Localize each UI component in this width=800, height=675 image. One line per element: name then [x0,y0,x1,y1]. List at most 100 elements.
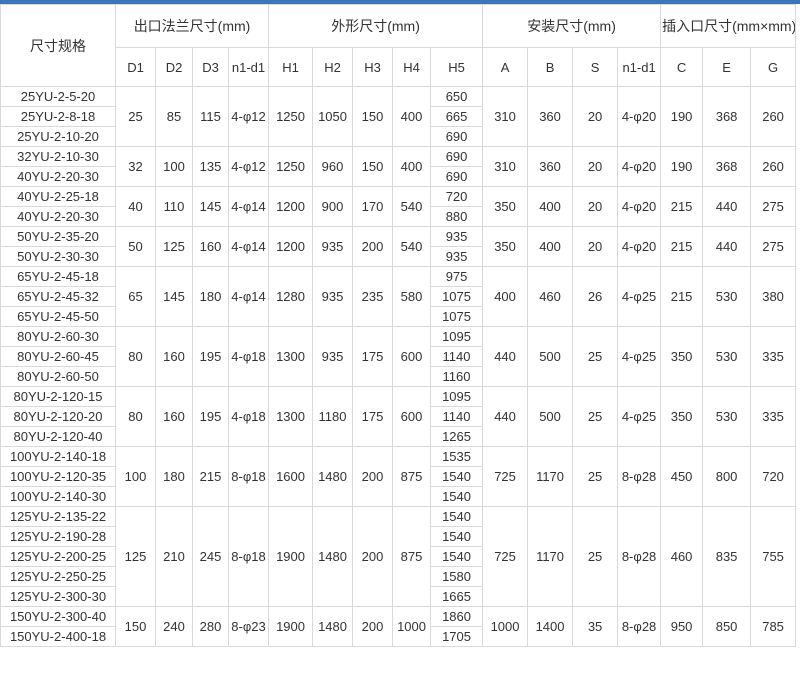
value-cell: 175 [352,326,394,387]
value-cell: 8-φ28 [617,446,662,507]
spec-cell: 150YU-2-400-18 [0,626,116,647]
value-cell: 135 [192,146,229,187]
value-cell: 875 [392,446,432,507]
value-cell: 20 [572,226,619,267]
column-header: A [482,47,529,87]
value-cell: 8-φ23 [227,606,270,647]
table-row: 125YU-2-250-25 1580 [0,566,796,587]
value-cell: 215 [660,226,704,267]
value-cell: 400 [482,266,529,327]
spec-cell: 25YU-2-5-20 [0,86,116,107]
value-cell: 170 [352,186,394,227]
value-cell: 150 [352,146,394,187]
value-cell: 150 [115,606,156,647]
spec-cell: 65YU-2-45-18 [0,266,116,287]
h5-value-cell: 935 [430,226,484,247]
value-cell: 4-φ25 [617,266,662,327]
h5-value-cell: 1540 [430,526,484,547]
spec-cell: 80YU-2-60-30 [0,326,116,347]
value-cell: 1170 [527,506,574,607]
column-group-header: 外形尺寸(mm) [268,4,484,48]
value-cell: 440 [702,226,752,267]
column-header: n1-d1 [227,47,270,87]
h5-value-cell: 1540 [430,486,484,507]
value-cell: 200 [352,606,394,647]
value-cell: 8-φ28 [617,506,662,607]
value-cell: 835 [702,506,752,607]
value-cell: 1480 [312,446,354,507]
h5-value-cell: 650 [430,86,484,107]
table-row: 25YU-2-5-20 25 85 115 4-φ12 1250 1050 150 400 650… [0,86,797,147]
value-cell: 720 [750,446,797,507]
value-cell: 260 [750,86,797,147]
value-cell: 1480 [312,506,354,607]
value-cell: 1280 [268,266,314,327]
h5-value-cell: 1140 [430,346,484,367]
value-cell: 540 [392,186,432,227]
value-cell: 1600 [268,446,314,507]
value-cell: 1900 [268,506,314,607]
value-cell: 195 [192,386,229,447]
table-row: 32YU-2-10-30 32 100 135 4-φ12 1250 960 150 400 69… [0,146,797,187]
spec-cell: 32YU-2-10-30 [0,146,116,167]
spec-cell: 65YU-2-45-32 [0,286,116,307]
value-cell: 4-φ18 [227,386,270,447]
value-cell: 8-φ18 [227,506,270,607]
column-header: n1-d1 [617,47,662,87]
spec-cell: 150YU-2-300-40 [0,606,116,627]
h5-value-cell: 1540 [430,546,484,567]
h5-value-cell: 1665 [430,586,484,607]
table-row: 80YU-2-120-15 80 160 195 4-φ18 1300 1180 175 600… [0,386,797,447]
value-cell: 35 [572,606,619,647]
spec-cell: 80YU-2-120-20 [0,406,116,427]
column-header: H3 [352,47,394,87]
spec-cell: 125YU-2-190-28 [0,526,116,547]
h5-value-cell: 1160 [430,366,484,387]
value-cell: 960 [312,146,354,187]
value-cell: 125 [115,506,156,607]
value-cell: 85 [155,86,193,147]
value-cell: 4-φ25 [617,386,662,447]
value-cell: 210 [155,506,193,607]
value-cell: 200 [352,446,394,507]
table-row: 50YU-2-35-20 50 125 160 4-φ14 1200 935 200 540 93… [0,226,797,267]
value-cell: 25 [572,446,619,507]
value-cell: 1000 [392,606,432,647]
table-row: 50YU-2-30-30 935 [0,246,796,267]
h5-value-cell: 1540 [430,466,484,487]
value-cell: 900 [312,186,354,227]
column-header: H1 [268,47,314,87]
value-cell: 100 [155,146,193,187]
table-row: 65YU-2-45-32 1075 [0,286,796,307]
spec-cell: 80YU-2-120-40 [0,426,116,447]
value-cell: 245 [192,506,229,607]
h5-value-cell: 1540 [430,506,484,527]
column-header: E [702,47,752,87]
table-row: 100YU-2-140-30 1540 [0,486,796,507]
spec-cell: 80YU-2-60-45 [0,346,116,367]
value-cell: 335 [750,326,797,387]
dimension-spec-table: 尺寸规格 出口法兰尺寸(mm) 外形尺寸(mm) 安装尺寸(mm) 插入口尺寸(mm×m… [0,4,797,647]
value-cell: 350 [482,186,529,227]
value-cell: 725 [482,446,529,507]
value-cell: 530 [702,326,752,387]
table-row: 125YU-2-135-22 125 210 245 8-φ18 1900 1480 200 8… [0,506,797,607]
h5-value-cell: 1535 [430,446,484,467]
table-row: 80YU-2-60-45 1140 [0,346,796,367]
spec-cell: 125YU-2-135-22 [0,506,116,527]
value-cell: 1170 [527,446,574,507]
value-cell: 1400 [527,606,574,647]
value-cell: 1300 [268,386,314,447]
value-cell: 190 [660,146,704,187]
h5-value-cell: 1860 [430,606,484,627]
spec-cell: 125YU-2-200-25 [0,546,116,567]
value-cell: 530 [702,386,752,447]
table-row: 25YU-2-10-20 690 [0,126,796,147]
h5-value-cell: 1075 [430,286,484,307]
h5-value-cell: 690 [430,126,484,147]
top-accent-bar [0,0,800,4]
value-cell: 26 [572,266,619,327]
h5-value-cell: 1140 [430,406,484,427]
value-cell: 450 [660,446,704,507]
